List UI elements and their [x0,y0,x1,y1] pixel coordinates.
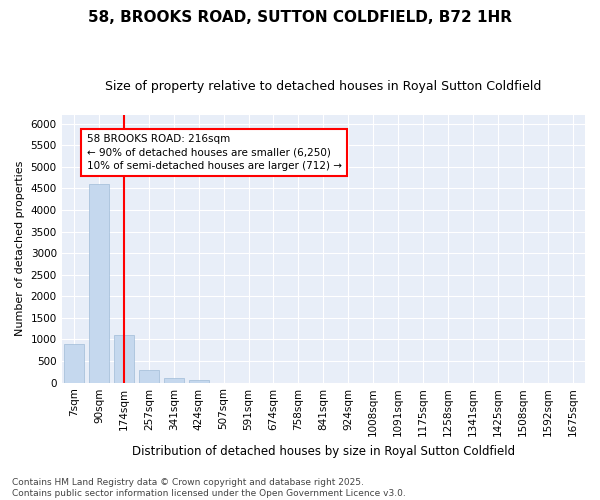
Text: Contains HM Land Registry data © Crown copyright and database right 2025.
Contai: Contains HM Land Registry data © Crown c… [12,478,406,498]
Y-axis label: Number of detached properties: Number of detached properties [15,161,25,336]
Title: Size of property relative to detached houses in Royal Sutton Coldfield: Size of property relative to detached ho… [105,80,542,93]
Text: 58 BROOKS ROAD: 216sqm
← 90% of detached houses are smaller (6,250)
10% of semi-: 58 BROOKS ROAD: 216sqm ← 90% of detached… [86,134,341,171]
Bar [189,380,209,382]
Bar [114,335,134,382]
Text: 58, BROOKS ROAD, SUTTON COLDFIELD, B72 1HR: 58, BROOKS ROAD, SUTTON COLDFIELD, B72 1… [88,10,512,25]
Bar [64,344,84,382]
Bar [89,184,109,382]
Bar [139,370,159,382]
Bar [164,378,184,382]
X-axis label: Distribution of detached houses by size in Royal Sutton Coldfield: Distribution of detached houses by size … [132,444,515,458]
